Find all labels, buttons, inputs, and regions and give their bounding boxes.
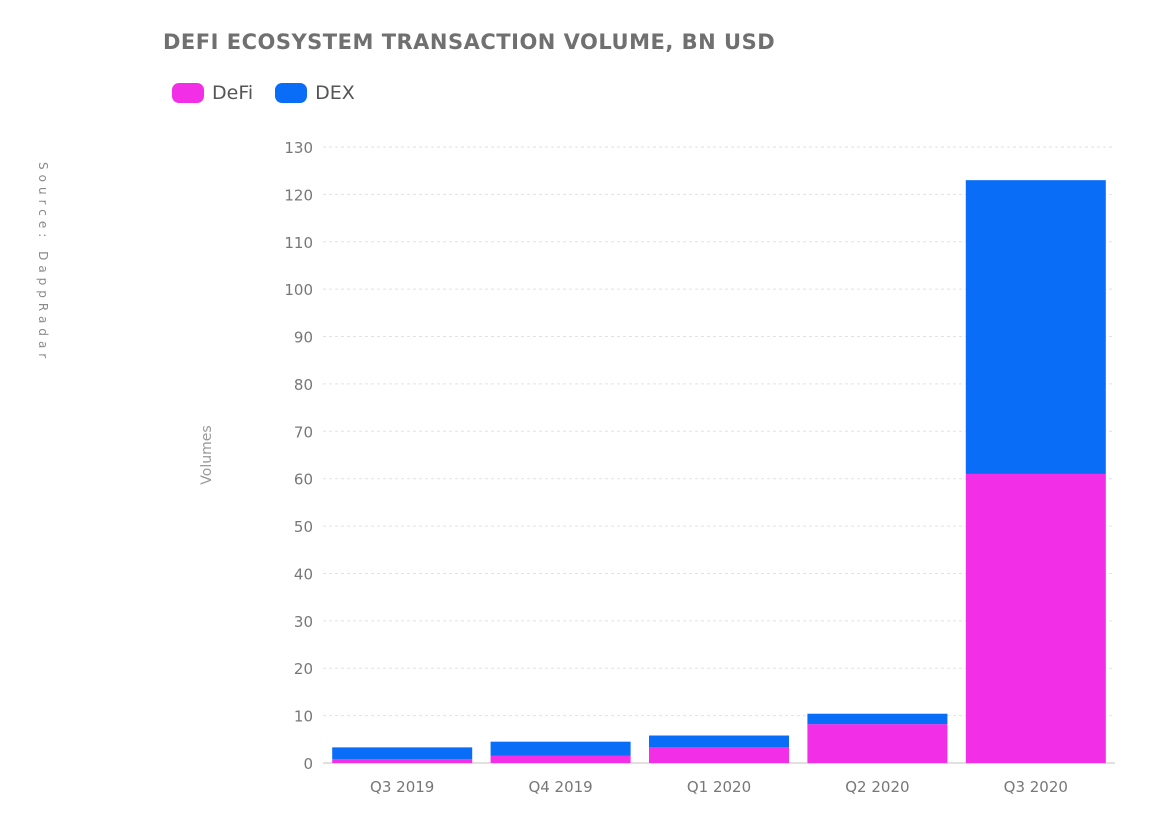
bar-dex-q3-2020[interactable] xyxy=(965,180,1106,474)
bar-defi-q2-2020[interactable] xyxy=(807,724,948,763)
x-tick-label-q1-2020: Q1 2020 xyxy=(687,778,751,796)
bar-defi-q3-2020[interactable] xyxy=(965,473,1106,763)
y-tick-label-90: 90 xyxy=(294,329,313,347)
y-tick-label-0: 0 xyxy=(303,755,313,773)
bar-defi-q3-2019[interactable] xyxy=(332,759,473,763)
y-tick-label-60: 60 xyxy=(294,471,313,489)
y-tick-label-80: 80 xyxy=(294,376,313,394)
y-tick-label-110: 110 xyxy=(284,234,313,252)
x-tick-label-q4-2019: Q4 2019 xyxy=(528,778,592,796)
y-tick-label-50: 50 xyxy=(294,518,313,536)
bar-dex-q2-2020[interactable] xyxy=(807,713,948,725)
bar-defi-q1-2020[interactable] xyxy=(649,747,789,763)
bars xyxy=(332,180,1106,763)
legend-label-dex: DEX xyxy=(315,82,355,104)
bar-dex-q4-2019[interactable] xyxy=(490,741,631,756)
chart-title: DEFI ECOSYSTEM TRANSACTION VOLUME, BN US… xyxy=(163,30,776,54)
x-axis: Q3 2019 Q4 2019 Q1 2020 Q2 2020 Q3 2020 xyxy=(370,778,1068,796)
legend-item-defi[interactable]: DeFi xyxy=(172,82,253,104)
legend: DeFi DEX xyxy=(172,82,377,104)
y-tick-label-40: 40 xyxy=(294,565,313,583)
bar-defi-q4-2019[interactable] xyxy=(490,755,631,763)
legend-swatch-dex xyxy=(275,83,308,103)
legend-item-dex[interactable]: DEX xyxy=(275,82,355,104)
x-tick-label-q3-2020: Q3 2020 xyxy=(1004,778,1068,796)
y-tick-label-70: 70 xyxy=(294,423,313,441)
y-tick-label-100: 100 xyxy=(284,281,313,299)
grid xyxy=(323,146,1115,764)
bar-dex-q3-2019[interactable] xyxy=(332,747,473,760)
source-note: Source: DappRadar xyxy=(36,162,50,364)
y-axis: 0 10 20 30 40 50 60 70 80 90 100 110 120 130 xyxy=(284,139,313,773)
y-tick-label-120: 120 xyxy=(284,186,313,204)
x-tick-label-q2-2020: Q2 2020 xyxy=(845,778,909,796)
y-tick-label-130: 130 xyxy=(284,139,313,157)
y-axis-label: Volumes xyxy=(199,425,215,484)
y-tick-label-20: 20 xyxy=(294,660,313,678)
y-tick-label-30: 30 xyxy=(294,613,313,631)
x-tick-label-q3-2019: Q3 2019 xyxy=(370,778,434,796)
bar-dex-q1-2020[interactable] xyxy=(649,735,789,748)
y-tick-label-10: 10 xyxy=(294,708,313,726)
legend-swatch-defi xyxy=(172,83,204,103)
legend-label-defi: DeFi xyxy=(212,82,254,104)
